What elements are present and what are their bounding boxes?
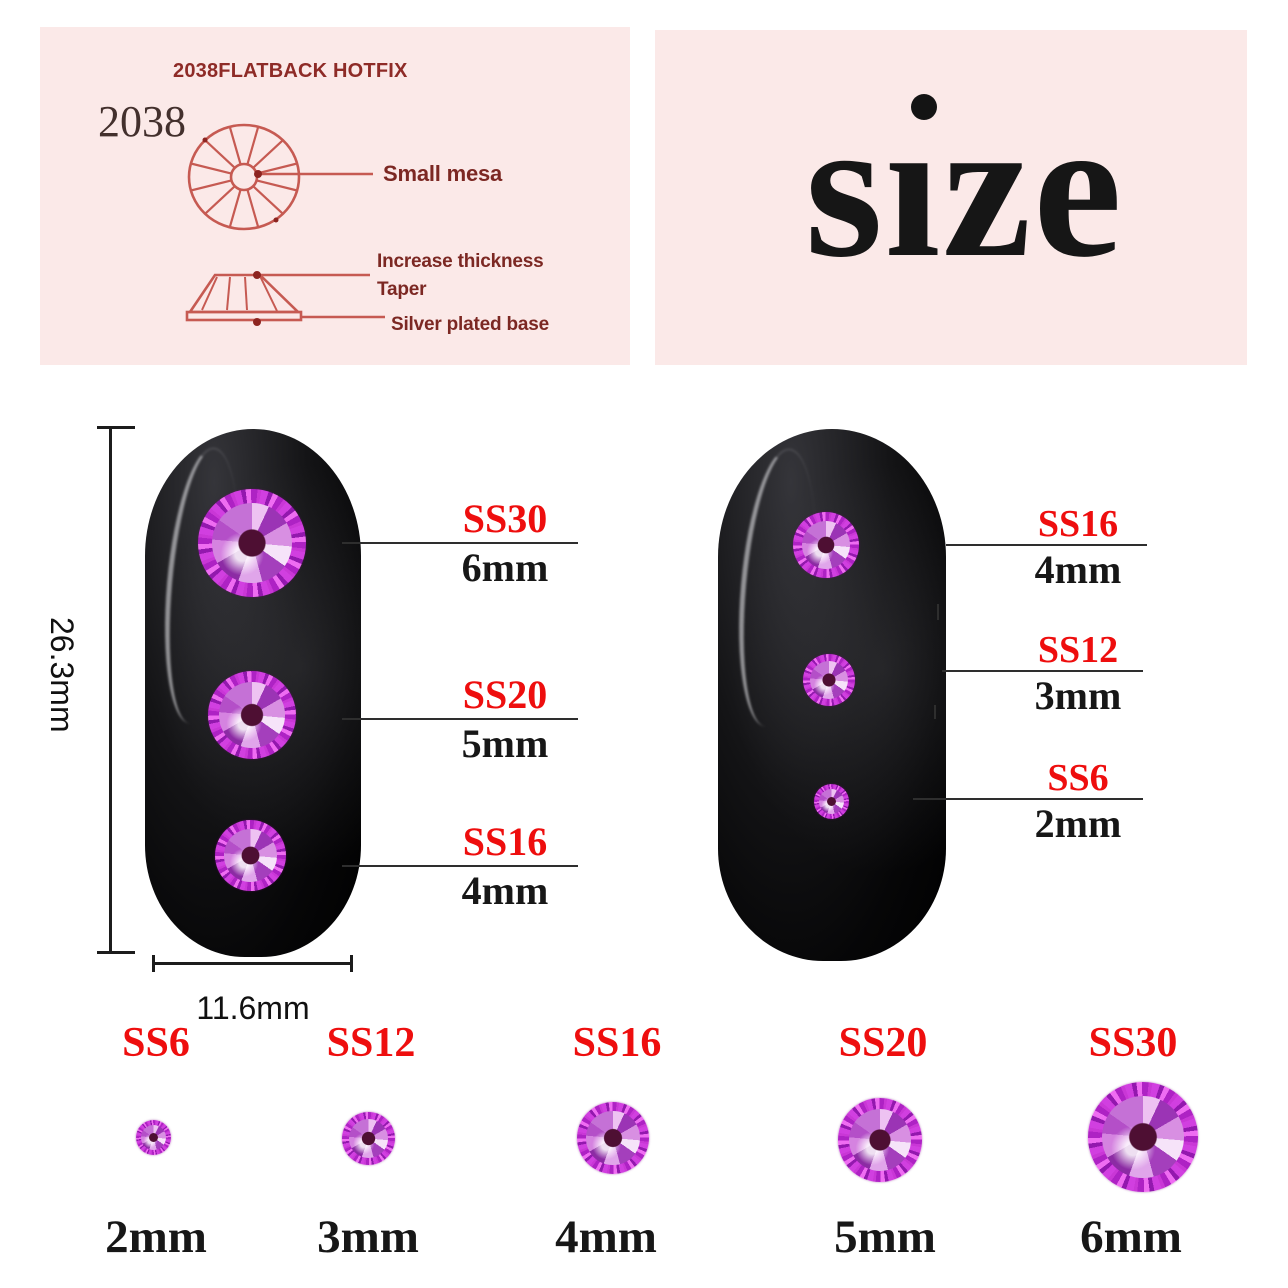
label-silver-plated-base: Silver plated base (391, 314, 549, 335)
diagram-dots (202, 137, 279, 326)
nail-swatch-right (718, 429, 946, 961)
chart-ss20-label: SS20 (838, 1020, 928, 1066)
chart-ss16-label: SS16 (572, 1020, 662, 1066)
rhinestone-gem-ss16 (215, 820, 286, 891)
callout-line-left-ss16 (342, 865, 578, 867)
rhinestone-gem-ss20 (208, 671, 296, 759)
chart-ss12-label: SS12 (326, 1020, 416, 1066)
height-measure-label: 26.3mm (44, 617, 80, 733)
chart-ss6-mm: 2mm (105, 1211, 207, 1263)
callout-ss20-label: SS20 (462, 672, 548, 717)
callout-line-right-ss12 (942, 670, 1143, 672)
callout-right-ss16-label: SS16 (1037, 503, 1119, 545)
chart-ss20-mm: 5mm (834, 1211, 936, 1263)
size-heading: sıze (805, 78, 1124, 299)
rhinestone-gem-ss16-right (793, 512, 859, 578)
callout-right-ss16-mm: 4mm (1034, 547, 1122, 592)
callout-ss16-label: SS16 (462, 819, 548, 864)
spec-panel-title: 2038FLATBACK HOTFIX (173, 60, 408, 82)
callout-ss20-mm: 5mm (461, 721, 549, 766)
chart-gem-ss12 (342, 1112, 395, 1165)
width-measure-label: 11.6mm (196, 990, 310, 1026)
chart-ss30-mm: 6mm (1080, 1211, 1182, 1263)
model-number: 2038 (98, 97, 186, 146)
nail-edge-tick-2 (934, 705, 936, 719)
rhinestone-gem-ss12-right (803, 654, 855, 706)
chart-gem-ss20 (838, 1098, 922, 1182)
callout-ss30-label: SS30 (462, 496, 548, 541)
width-measure-line (153, 962, 353, 965)
callout-right-ss12-label: SS12 (1037, 629, 1119, 671)
label-small-mesa: Small mesa (383, 161, 503, 186)
callout-right-ss6-mm: 2mm (1034, 801, 1122, 846)
callout-ss16-mm: 4mm (461, 868, 549, 913)
callout-line-right-ss6 (913, 798, 1143, 800)
width-measure-cap-left (152, 955, 155, 972)
side-view-diagram (185, 273, 385, 322)
width-measure-cap-right (350, 955, 353, 972)
nail-edge-tick-1 (937, 604, 939, 620)
label-increase-thickness: Increase thickness (377, 251, 544, 272)
rhinestone-gem-ss30 (198, 489, 306, 597)
callout-right-ss12-mm: 3mm (1034, 673, 1122, 718)
spec-panel: 2038FLATBACK HOTFIX 2038 Small mesa Incr… (40, 27, 630, 365)
size-heading-dot-icon (911, 94, 937, 120)
callout-line-left-ss20 (342, 718, 578, 720)
chart-ss6-label: SS6 (122, 1020, 190, 1066)
height-measure-line (109, 428, 112, 953)
callout-right-ss6-label: SS6 (1047, 757, 1109, 799)
callout-line-right-ss16 (946, 544, 1147, 546)
chart-ss12-mm: 3mm (317, 1211, 419, 1263)
chart-gem-ss16 (577, 1102, 649, 1174)
callout-ss30-mm: 6mm (461, 545, 549, 590)
size-panel: sıze (655, 30, 1247, 365)
chart-ss16-mm: 4mm (555, 1211, 657, 1263)
label-taper: Taper (377, 279, 427, 300)
rhinestone-gem-ss6-right (814, 784, 849, 819)
callout-line-left-ss30 (342, 542, 578, 544)
height-measure-cap-top (97, 426, 135, 429)
top-view-diagram (187, 123, 373, 231)
rhinestone-spec-diagram (185, 123, 385, 326)
nail-swatch-left (145, 429, 361, 957)
chart-gem-ss6 (136, 1120, 171, 1155)
height-measure-cap-bottom (97, 951, 135, 954)
chart-ss30-label: SS30 (1088, 1020, 1178, 1066)
chart-gem-ss30 (1088, 1082, 1198, 1192)
